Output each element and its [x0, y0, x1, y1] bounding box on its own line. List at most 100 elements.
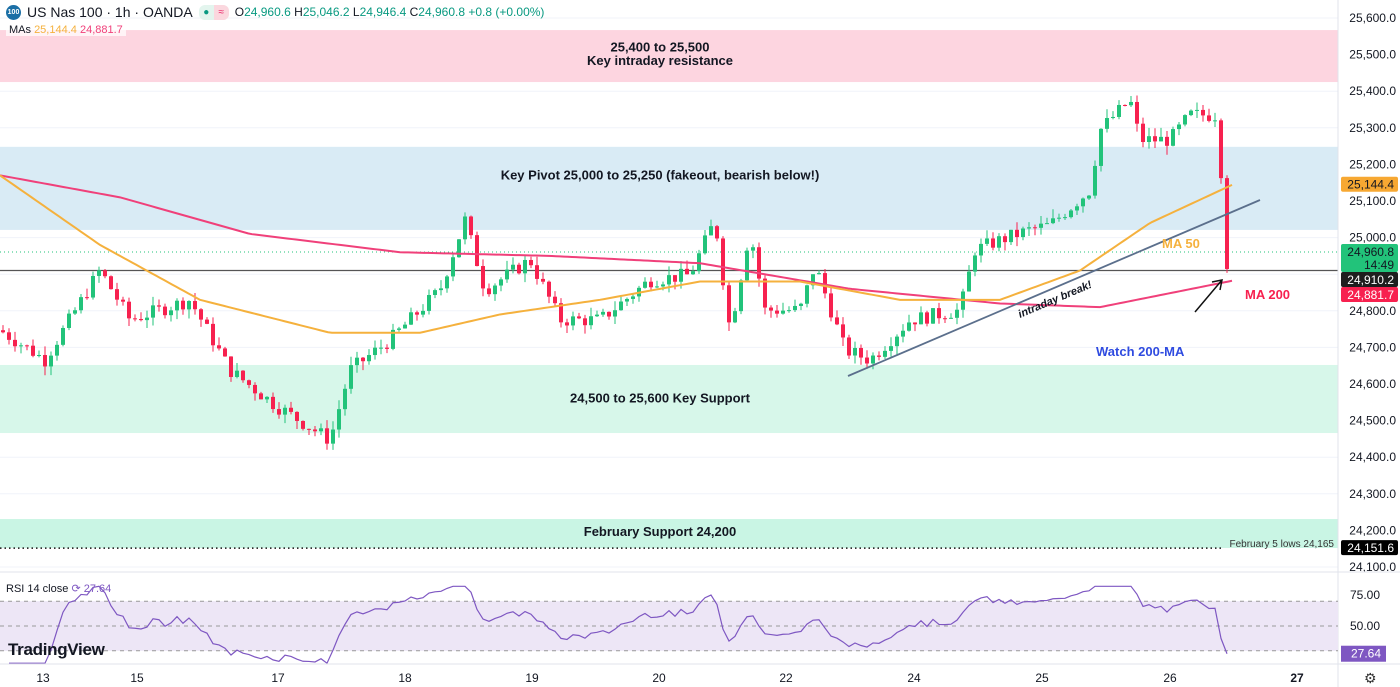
candle	[973, 255, 977, 272]
x-tick-label: 19	[525, 671, 539, 685]
candle	[1189, 110, 1193, 116]
candle	[601, 311, 605, 315]
candle	[445, 276, 449, 289]
candle	[859, 347, 863, 358]
y-tick-label: 24,200.0	[1349, 523, 1396, 537]
price-label-bg	[1341, 176, 1398, 192]
symbol-title[interactable]: US Nas 100 · 1h · OANDA	[27, 4, 193, 20]
candle	[7, 332, 11, 340]
candle	[559, 303, 563, 323]
x-tick-label: 26	[1163, 671, 1177, 685]
candle	[181, 300, 185, 310]
candle	[865, 357, 869, 364]
zone-label-support: 24,500 to 25,600 Key Support	[570, 391, 751, 406]
trendline	[847, 199, 1261, 377]
candle	[85, 297, 89, 299]
candle	[43, 355, 47, 367]
candle	[97, 270, 101, 276]
y-tick-label: 24,300.0	[1349, 487, 1396, 501]
candle	[247, 380, 251, 385]
candle	[1201, 109, 1205, 116]
chart-legend: 100 US Nas 100 · 1h · OANDA ● ≈ O24,960.6…	[6, 4, 544, 20]
candle	[679, 268, 683, 282]
rsi-value-label: 27.64	[1351, 647, 1381, 661]
candle	[313, 429, 317, 432]
candle	[391, 329, 395, 349]
price-label: 25,144.4	[1347, 178, 1394, 192]
countdown-label: 14:49	[1364, 258, 1394, 272]
settings-icon[interactable]: ⚙	[1364, 670, 1377, 686]
candle	[349, 365, 353, 389]
y-tick-label: 24,800.0	[1349, 304, 1396, 318]
refresh-icon: ⟳	[71, 583, 81, 595]
candle	[37, 355, 41, 357]
candle	[1165, 136, 1169, 146]
y-tick-label: 25,300.0	[1349, 121, 1396, 135]
candle	[379, 347, 383, 349]
candle	[91, 275, 95, 298]
candle	[457, 239, 461, 258]
candle	[823, 273, 827, 294]
candle	[1015, 229, 1019, 238]
candle	[31, 345, 35, 356]
candle	[1057, 217, 1061, 219]
ma50-line	[0, 174, 1233, 334]
candle	[319, 428, 323, 432]
candle	[913, 322, 917, 325]
candle	[805, 285, 809, 304]
candle	[301, 420, 305, 429]
feb-lows-label: February 5 lows 24,165	[1229, 539, 1334, 550]
candle	[799, 303, 803, 306]
ma-legend[interactable]: MAs 25,144.4 24,881.7	[6, 24, 126, 36]
candle	[1009, 229, 1013, 243]
rsi-legend[interactable]: RSI 14 close ⟳ 27.64	[6, 583, 112, 595]
candle	[763, 278, 767, 308]
candle	[163, 306, 167, 316]
candle	[115, 289, 119, 300]
candle	[1021, 228, 1025, 238]
candle	[985, 238, 989, 244]
market-open-dot-icon: ●	[203, 6, 210, 18]
candle	[709, 226, 713, 236]
candle	[481, 266, 485, 289]
candle	[1045, 223, 1049, 225]
candle	[1183, 115, 1187, 125]
candle	[1147, 136, 1151, 143]
candle	[427, 295, 431, 311]
candle	[169, 310, 173, 316]
price-label-bg	[1341, 540, 1398, 556]
candle	[55, 344, 59, 356]
candle	[577, 316, 581, 319]
candle	[409, 312, 413, 325]
market-status[interactable]: ● ≈	[198, 4, 229, 20]
y-tick-label: 25,500.0	[1349, 48, 1396, 62]
candle	[157, 305, 161, 307]
candle	[1123, 104, 1127, 106]
x-tick-label: 22	[779, 671, 793, 685]
candle	[991, 238, 995, 248]
candle	[265, 396, 269, 400]
x-tick-label: 27	[1290, 671, 1304, 685]
y-tick-label: 25,000.0	[1349, 231, 1396, 245]
candle	[343, 388, 347, 410]
candle	[673, 275, 677, 282]
tradingview-logo[interactable]: TradingView	[8, 640, 105, 659]
symbol-logo: 100	[6, 4, 21, 20]
candle	[739, 280, 743, 312]
candle	[1063, 217, 1067, 219]
y-tick-label: 24,100.0	[1349, 560, 1396, 574]
candle	[775, 310, 779, 314]
candle	[175, 300, 179, 311]
candle	[661, 284, 665, 287]
ma50-label: MA 50	[1162, 236, 1200, 251]
candle	[733, 311, 737, 323]
candle	[667, 275, 671, 285]
zone-label-feb: February Support 24,200	[584, 524, 736, 539]
candle	[1039, 223, 1043, 228]
candle	[1099, 128, 1103, 166]
candle	[793, 305, 797, 311]
candle	[907, 322, 911, 331]
candle	[1219, 120, 1223, 179]
candle	[337, 409, 341, 430]
